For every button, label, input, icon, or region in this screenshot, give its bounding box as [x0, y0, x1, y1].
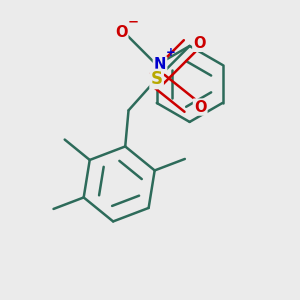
Text: S: S: [151, 70, 163, 88]
Text: N: N: [154, 58, 166, 73]
Text: O: O: [115, 25, 127, 40]
Text: +: +: [166, 46, 176, 59]
Text: O: O: [194, 100, 206, 115]
Text: O: O: [193, 36, 206, 51]
Text: −: −: [128, 16, 139, 28]
